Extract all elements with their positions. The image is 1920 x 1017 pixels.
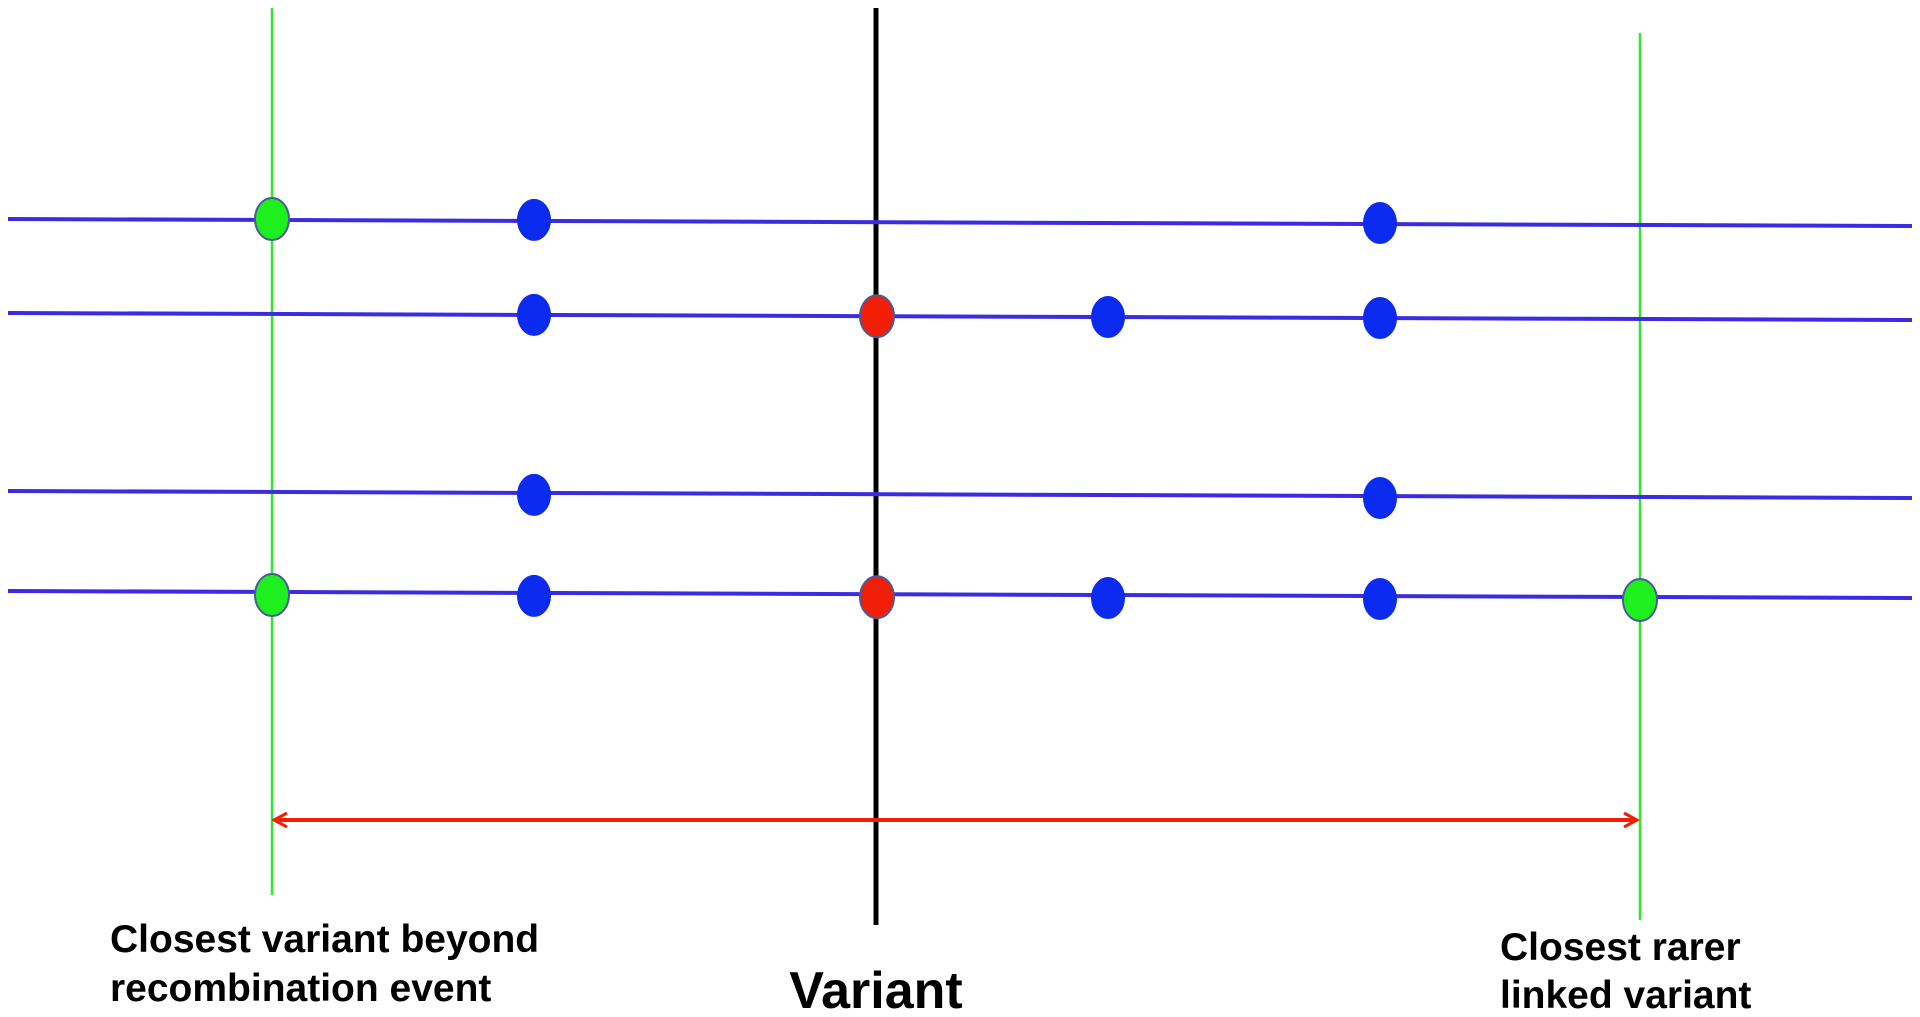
green-marker (254, 196, 290, 241)
haplotype-line-2 (7, 311, 1913, 322)
haplotype-line-4 (7, 589, 1913, 600)
blue-marker (1091, 577, 1125, 620)
blue-marker (1091, 296, 1125, 339)
blue-marker (1363, 578, 1397, 621)
haplotype-line-1 (7, 217, 1913, 228)
green-marker (254, 572, 290, 617)
right-label-line2: linked variant (1500, 974, 1751, 1017)
blue-marker (517, 198, 551, 241)
blue-marker (1363, 297, 1397, 340)
haplotype-line-3 (7, 489, 1913, 500)
left-label-line1: Closest variant beyond (110, 918, 539, 961)
blue-marker (1363, 202, 1397, 245)
blue-marker (1363, 477, 1397, 520)
left-label-line2: recombination event (110, 967, 491, 1010)
markers (254, 196, 1658, 622)
blue-marker (517, 473, 551, 516)
red-marker (859, 294, 895, 339)
red-marker (859, 575, 895, 620)
blue-marker (517, 574, 551, 617)
haplotype-lines (7, 217, 1913, 600)
right-label-line1: Closest rarer (1500, 926, 1741, 969)
green-marker (1622, 578, 1658, 622)
blue-marker (517, 293, 551, 336)
center-label: Variant (789, 962, 962, 1017)
